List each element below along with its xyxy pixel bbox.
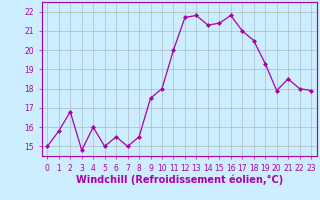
X-axis label: Windchill (Refroidissement éolien,°C): Windchill (Refroidissement éolien,°C)	[76, 174, 283, 185]
